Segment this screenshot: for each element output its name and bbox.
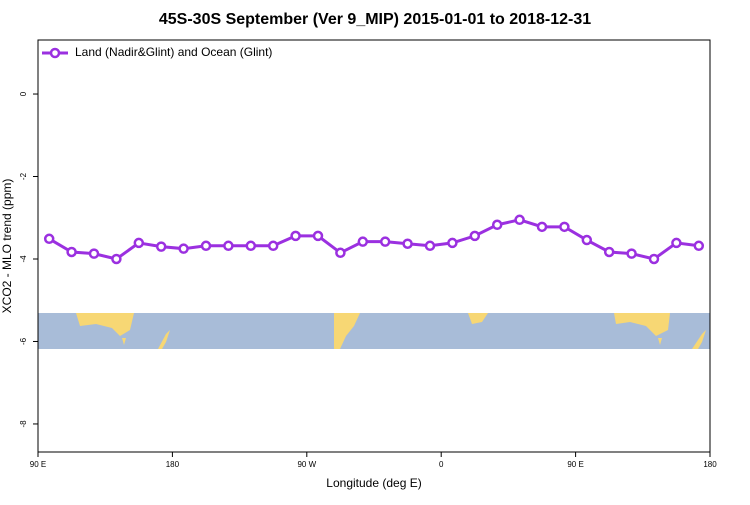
point [536,221,548,233]
y-tick-label: -2 [19,172,28,180]
x-tick-label: 0 [439,460,444,469]
point [245,240,257,252]
point [424,240,436,252]
y-tick-label: -6 [19,337,28,345]
point [648,253,660,265]
point [290,230,301,242]
legend-marker [49,47,61,59]
point [469,230,481,242]
point [66,246,77,258]
point [200,240,212,252]
point [626,248,637,259]
x-tick-label: 90 W [297,460,316,469]
point [88,248,100,259]
map-strip [38,313,710,349]
point [43,233,55,245]
point [267,240,279,252]
point [178,243,189,254]
point [671,237,682,249]
point [111,253,122,265]
point [559,221,570,233]
point [402,238,413,249]
y-tick-label: -4 [19,255,28,263]
point [581,234,593,246]
x-tick-label: 90 E [30,460,46,469]
point [335,247,346,259]
point [133,237,145,249]
point [491,219,503,231]
point [693,240,705,252]
point [312,230,324,242]
legend-label: Land (Nadir&Glint) and Ocean (Glint) [75,45,272,59]
point [447,237,458,249]
plot-frame [37,39,711,453]
x-tick-label: 180 [703,460,717,469]
x-tick-label: 90 E [567,460,583,469]
chart-title: 45S-30S September (Ver 9_MIP) 2015-01-01… [159,11,591,28]
point [603,246,615,258]
x-axis-label: Longitude (deg E) [326,476,421,490]
y-tick-label: -8 [19,420,28,428]
point [223,240,234,252]
x-tick-label: 180 [166,460,180,469]
point [357,236,369,247]
legend: Land (Nadir&Glint) and Ocean (Glint) [42,45,272,59]
y-tick-label: 0 [19,91,28,96]
point [155,241,167,252]
point [379,236,391,247]
point [514,214,525,226]
y-axis-label: XCO2 - MLO trend (ppm) [0,179,14,314]
